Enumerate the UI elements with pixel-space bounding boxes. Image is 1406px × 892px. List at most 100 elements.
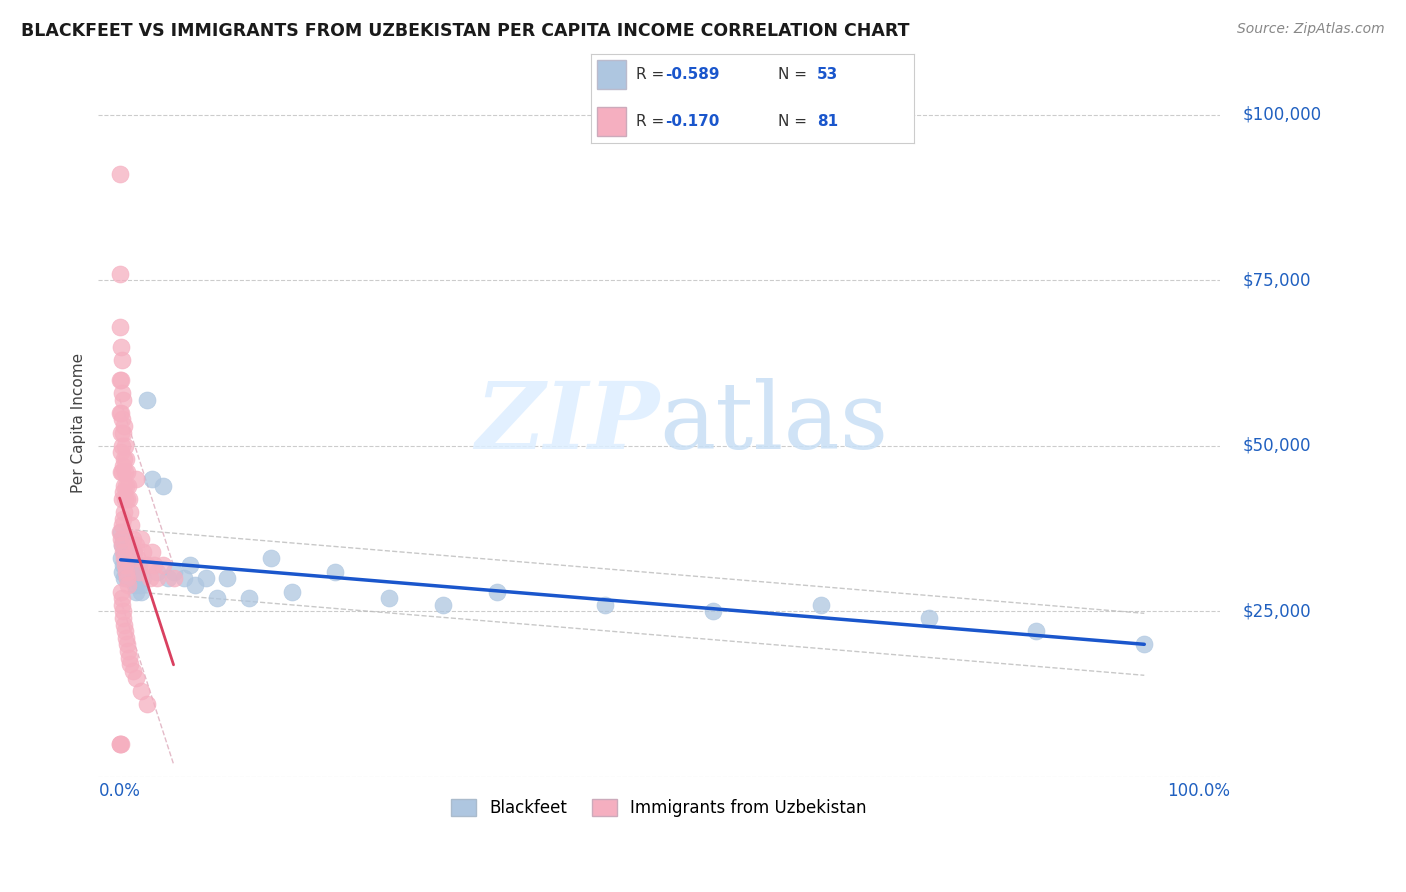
Point: [108, 373, 131, 387]
Point: [125, 472, 148, 486]
Point: [325, 565, 347, 579]
Point: [120, 571, 142, 585]
Point: [111, 565, 134, 579]
Point: [120, 505, 142, 519]
Point: [141, 472, 163, 486]
Text: -0.589: -0.589: [665, 68, 720, 82]
Point: [112, 478, 135, 492]
Point: [110, 584, 132, 599]
Point: [111, 598, 134, 612]
Point: [122, 571, 145, 585]
Point: [124, 578, 146, 592]
Point: [115, 571, 138, 585]
FancyBboxPatch shape: [598, 107, 626, 136]
Point: [135, 558, 157, 572]
Point: [115, 637, 138, 651]
Point: [111, 439, 134, 453]
Point: [112, 571, 135, 585]
Point: [135, 392, 157, 407]
Text: N =: N =: [778, 114, 811, 128]
Point: [128, 558, 150, 572]
Point: [121, 518, 143, 533]
Point: [135, 697, 157, 711]
Point: [129, 584, 152, 599]
Point: [112, 551, 135, 566]
Point: [125, 538, 148, 552]
Point: [111, 458, 134, 473]
Point: [115, 478, 138, 492]
Point: [432, 598, 454, 612]
Point: [118, 565, 141, 579]
Point: [111, 385, 134, 400]
Point: [121, 558, 143, 572]
Text: $50,000: $50,000: [1243, 437, 1310, 455]
Point: [141, 545, 163, 559]
Point: [162, 565, 184, 579]
Point: [114, 466, 136, 480]
Point: [117, 558, 139, 572]
Point: [120, 657, 142, 672]
Point: [114, 439, 136, 453]
Point: [152, 478, 174, 492]
Point: [112, 617, 135, 632]
Text: R =: R =: [636, 114, 669, 128]
Point: [110, 340, 132, 354]
Point: [132, 571, 155, 585]
Point: [157, 571, 180, 585]
Point: [378, 591, 401, 606]
Point: [125, 584, 148, 599]
Point: [111, 538, 134, 552]
Point: [917, 611, 939, 625]
Point: [117, 578, 139, 592]
Point: [115, 452, 138, 467]
Point: [139, 571, 162, 585]
Point: [110, 406, 132, 420]
Point: [118, 491, 141, 506]
Point: [132, 545, 155, 559]
Point: [115, 565, 138, 579]
Text: 81: 81: [817, 114, 838, 128]
Text: $25,000: $25,000: [1243, 602, 1310, 620]
Point: [111, 532, 134, 546]
Point: [110, 466, 132, 480]
Point: [128, 565, 150, 579]
Text: $100,000: $100,000: [1243, 106, 1322, 124]
Point: [162, 571, 184, 585]
Point: [146, 565, 169, 579]
Text: $75,000: $75,000: [1243, 271, 1310, 289]
Point: [173, 571, 195, 585]
Point: [111, 591, 134, 606]
Point: [111, 518, 134, 533]
Point: [111, 485, 134, 500]
Point: [486, 584, 509, 599]
Point: [702, 604, 724, 618]
Point: [110, 737, 132, 751]
Point: [143, 558, 166, 572]
Point: [111, 466, 134, 480]
Y-axis label: Per Capita Income: Per Capita Income: [72, 352, 86, 492]
Point: [110, 445, 132, 459]
Point: [108, 319, 131, 334]
Point: [108, 737, 131, 751]
Point: [217, 571, 239, 585]
Text: 53: 53: [817, 68, 838, 82]
Point: [110, 551, 132, 566]
Text: R =: R =: [636, 68, 669, 82]
Point: [112, 505, 135, 519]
Text: ZIP: ZIP: [475, 377, 659, 467]
Point: [115, 565, 138, 579]
Point: [593, 598, 616, 612]
Point: [122, 545, 145, 559]
Legend: Blackfeet, Immigrants from Uzbekistan: Blackfeet, Immigrants from Uzbekistan: [443, 790, 876, 825]
Text: N =: N =: [778, 68, 811, 82]
Point: [194, 571, 217, 585]
Point: [1025, 624, 1047, 639]
Point: [810, 598, 832, 612]
Point: [121, 545, 143, 559]
Point: [129, 683, 152, 698]
Point: [179, 558, 201, 572]
Point: [115, 571, 138, 585]
Point: [125, 551, 148, 566]
Point: [117, 478, 139, 492]
Point: [184, 578, 207, 592]
